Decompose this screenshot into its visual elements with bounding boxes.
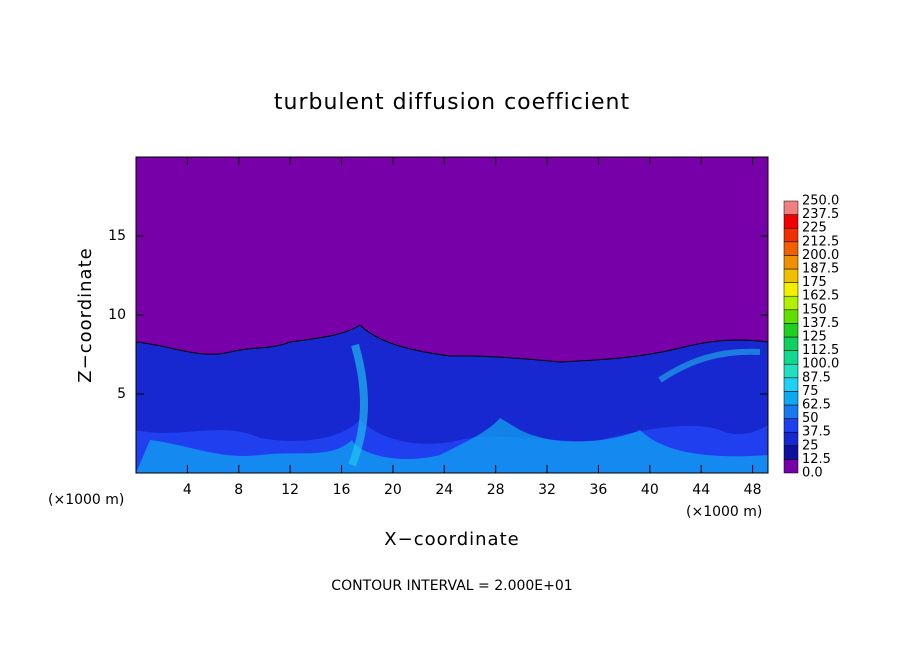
colorbar-swatch [783,350,799,365]
colorbar-label: 25 [802,438,819,453]
x-tick-label: 4 [183,482,192,498]
colorbar-swatch [783,391,799,406]
colorbar-swatch [783,336,799,351]
x-tick-label: 36 [590,482,608,498]
colorbar-label: 0.0 [802,466,823,481]
x-tick-label: 40 [641,482,659,498]
colorbar-swatch [783,282,799,297]
colorbar-swatch [783,200,799,215]
colorbar-label: 187.5 [802,262,839,277]
x-axis-label: X−coordinate [384,529,519,550]
chart-title: turbulent diffusion coefficient [274,90,630,115]
colorbar-label: 37.5 [802,425,831,440]
colorbar-label: 150 [802,302,827,317]
colorbar-label: 100.0 [802,357,839,372]
colorbar-label: 225 [802,221,827,236]
x-tick-label: 24 [435,482,453,498]
colorbar-swatch [783,418,799,433]
colorbar-swatch [783,445,799,460]
x-tick-label: 44 [692,482,710,498]
colorbar-label: 212.5 [802,234,839,249]
colorbar-swatch [783,431,799,447]
colorbar-label: 137.5 [802,316,839,331]
colorbar-label: 62.5 [802,398,831,413]
colorbar-label: 237.5 [802,207,839,222]
colorbar-swatch [783,309,799,324]
colorbar-label: 50 [802,411,819,426]
colorbar-label: 87.5 [802,370,831,385]
colorbar-swatch [783,459,799,474]
x-tick-label: 28 [487,482,505,498]
colorbar-label: 125 [802,330,827,345]
x-tick-label: 16 [333,482,351,498]
colorbar-label: 12.5 [802,452,831,467]
colorbar-swatch [783,377,799,392]
colorbar-swatch [783,227,799,243]
colorbar-swatch [783,404,799,419]
colorbar-swatch [783,255,799,270]
footnote: CONTOUR INTERVAL = 2.000E+01 [331,578,572,594]
x-tick-label: 12 [281,482,299,498]
y-tick-label: 10 [108,307,126,323]
colorbar-swatch [783,363,799,379]
colorbar-swatch [783,323,799,338]
colorbar-swatch [783,295,799,311]
colorbar-label: 162.5 [802,289,839,304]
colorbar-label: 250.0 [802,194,839,209]
field-sketch [135,156,769,474]
y-axis-label: Z−coordinate [75,247,96,382]
colorbar-label: 75 [802,384,819,399]
x-tick-label: 48 [744,482,762,498]
y-tick-label: 5 [117,386,126,402]
colorbar-swatch [783,214,799,229]
x-unit-right: (×1000 m) [686,504,762,520]
colorbar-label: 112.5 [802,343,839,358]
colorbar-label: 175 [802,275,827,290]
colorbar-swatch [783,268,799,283]
x-tick-label: 8 [234,482,243,498]
x-tick-label: 20 [384,482,402,498]
y-tick-label: 15 [108,228,126,244]
x-tick-label: 32 [538,482,556,498]
colorbar-swatch [783,241,799,256]
x-unit: (×1000 m) [48,492,124,508]
colorbar-label: 200.0 [802,248,839,263]
